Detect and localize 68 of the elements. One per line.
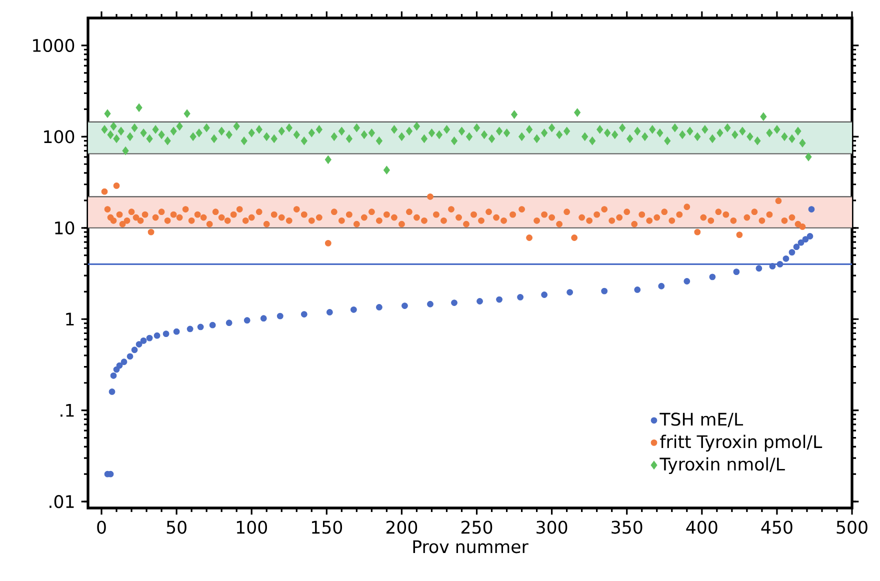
x-tick-label: 450	[761, 520, 792, 534]
y-tick-label: 1	[66, 312, 74, 326]
y-tick-label: 10	[55, 221, 74, 234]
x-tick-label: 50	[166, 520, 186, 534]
point	[226, 320, 232, 326]
point	[146, 334, 153, 342]
point	[451, 300, 458, 306]
point	[769, 263, 776, 270]
point	[517, 294, 524, 300]
point	[793, 244, 800, 250]
x-tick-label: 300	[536, 520, 568, 534]
point	[634, 286, 641, 293]
x-tick-label: 350	[612, 520, 642, 534]
point	[808, 206, 815, 212]
point	[110, 372, 117, 379]
point	[350, 306, 357, 313]
x-tick-label: 200	[386, 520, 418, 534]
point	[476, 298, 483, 304]
point	[260, 315, 267, 322]
y-tick-label: 1000	[33, 38, 74, 52]
y-tick-label: .01	[50, 495, 74, 508]
point	[186, 326, 194, 332]
x-tick-label: 150	[312, 520, 342, 534]
point	[276, 312, 284, 320]
point	[154, 332, 160, 339]
point	[131, 346, 138, 354]
y-tick-label: .1	[60, 404, 74, 417]
point	[684, 278, 690, 284]
point	[496, 296, 502, 303]
point	[806, 233, 814, 240]
x-tick-label: 400	[686, 520, 718, 534]
legend-label: fritt Tyroxin pmol/L	[660, 434, 822, 452]
point	[376, 304, 382, 310]
point	[709, 274, 716, 280]
point	[108, 388, 116, 395]
point	[120, 358, 128, 366]
point	[140, 337, 147, 344]
point	[756, 265, 762, 272]
x-tick-label: 250	[461, 520, 492, 534]
legend-label: Tyroxin nmol/L	[660, 457, 785, 474]
point	[541, 292, 548, 298]
point	[802, 236, 809, 243]
point	[162, 330, 170, 338]
point	[116, 362, 123, 369]
point	[126, 353, 134, 360]
x-tick-label: 0	[97, 520, 106, 534]
point	[197, 324, 204, 330]
point	[209, 322, 216, 328]
point	[244, 317, 250, 324]
point	[798, 239, 804, 246]
point	[427, 300, 434, 308]
point	[326, 309, 333, 316]
x-axis-title: Prov nummer	[413, 540, 528, 554]
x-tick-label: 100	[236, 520, 267, 534]
x-tick-label: 500	[836, 520, 868, 534]
point	[566, 289, 574, 296]
point	[300, 311, 308, 318]
point	[601, 288, 608, 294]
y-tick-label: 100	[44, 130, 74, 144]
point	[658, 282, 665, 290]
point	[173, 328, 180, 335]
point	[788, 249, 796, 256]
point	[733, 268, 740, 276]
point	[402, 302, 408, 309]
point	[136, 341, 142, 348]
point	[776, 260, 784, 268]
point	[782, 255, 790, 262]
legend-label: TSH mE/L	[660, 412, 744, 428]
